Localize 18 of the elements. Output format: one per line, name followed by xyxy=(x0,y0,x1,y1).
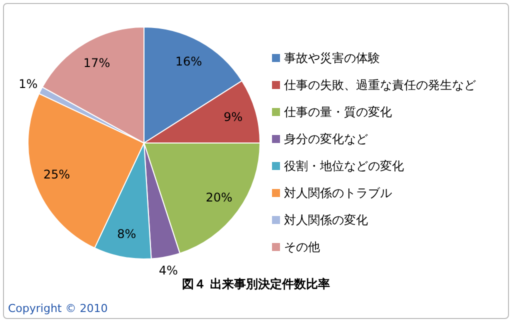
data-label: 9% xyxy=(224,110,243,124)
data-label: 20% xyxy=(206,190,232,205)
legend-label: 役割・地位などの変化 xyxy=(284,159,404,173)
legend-label: 仕事の量・質の変化 xyxy=(284,105,392,119)
legend-label: 対人関係のトラブル xyxy=(284,186,392,200)
data-label: 4% xyxy=(158,264,178,278)
legend-label: 対人関係の変化 xyxy=(284,213,368,227)
legend-label: 事故や災害の体験 xyxy=(284,51,380,65)
data-label: 17% xyxy=(83,56,110,70)
text: Copyright © 2010 xyxy=(8,302,108,315)
data-label: 25% xyxy=(43,167,70,182)
data-label: 8% xyxy=(117,227,136,242)
data-label: 1% xyxy=(18,76,38,91)
legend-label: その他 xyxy=(284,240,320,254)
legend-label: 仕事の失敗、過重な責任の発生など xyxy=(284,78,476,92)
data-label: 16% xyxy=(175,54,202,69)
legend-label: 身分の変化など xyxy=(284,132,368,146)
text: 図４ 出来事別決定件数比率 xyxy=(180,276,332,293)
